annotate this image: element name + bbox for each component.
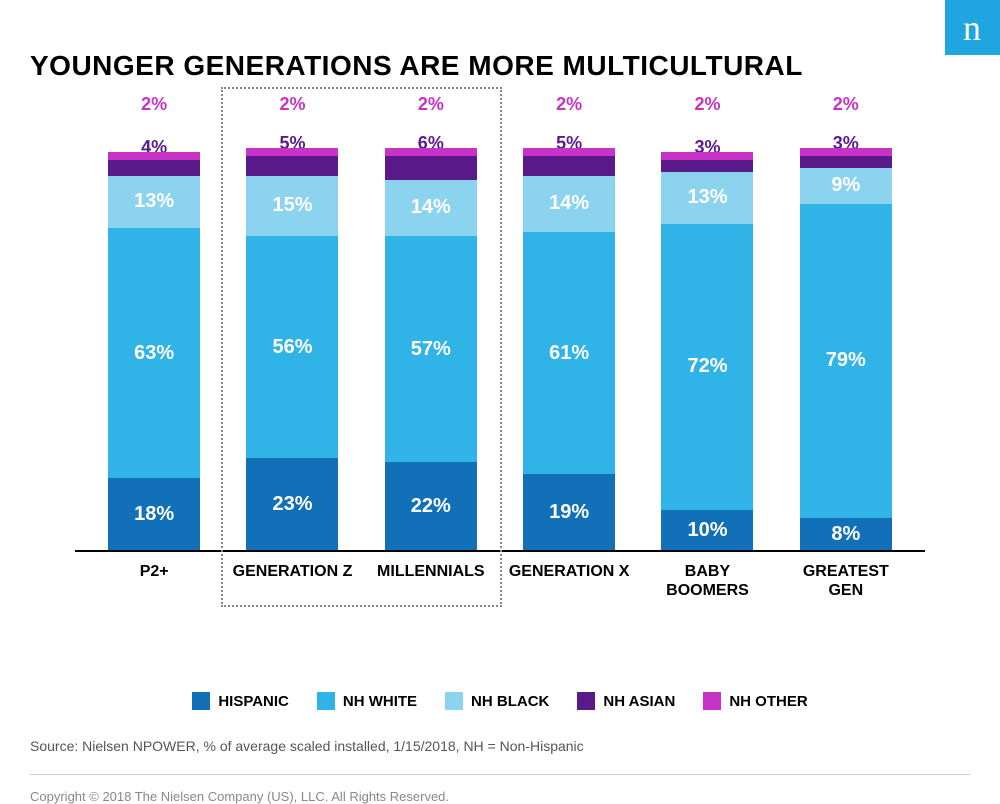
category-label: MILLENNIALS — [362, 562, 500, 600]
segment-value-label: 10% — [687, 519, 727, 542]
category-label: GENERATION X — [500, 562, 638, 600]
top-value-label: 2% — [223, 94, 361, 115]
legend-swatch — [703, 692, 721, 710]
bar-group: 2%19%61%14%5% — [500, 122, 638, 550]
category-label: GREATESTGEN — [777, 562, 915, 600]
divider — [30, 774, 970, 775]
legend-label: NH WHITE — [343, 693, 417, 710]
segment-value-label: 19% — [549, 501, 589, 524]
bar-segment-hispanic: 22% — [385, 462, 477, 550]
bar-segment-nh_black: 14% — [385, 180, 477, 236]
bar-segment-nh_black: 14% — [523, 176, 615, 232]
segment-value-label: 22% — [411, 495, 451, 518]
segment-value-label: 9% — [831, 174, 860, 197]
top-value-label: 2% — [500, 94, 638, 115]
segment-value-label: 15% — [272, 194, 312, 217]
stacked-bar: 22% 57% 14% 6% — [385, 148, 477, 550]
legend-item-hispanic: HISPANIC — [192, 692, 289, 710]
stacked-bar: 10% 72% 13% 3% — [661, 152, 753, 550]
bar-segment-hispanic: 23% — [246, 458, 338, 550]
bar-group: 2%10%72%13%3% — [638, 122, 776, 550]
bar-segment-hispanic: 8% — [800, 518, 892, 550]
bar-segment-nh_black: 13% — [661, 172, 753, 224]
chart-title: YOUNGER GENERATIONS ARE MORE MULTICULTUR… — [30, 50, 970, 82]
bar-segment-nh_white: 61% — [523, 232, 615, 475]
stacked-bar: 23% 56% 15% 5% — [246, 148, 338, 550]
legend-label: NH ASIAN — [603, 693, 675, 710]
bar-segment-hispanic: 10% — [661, 510, 753, 550]
bar-segment-nh_asian: 4% — [108, 160, 200, 176]
segment-value-label: 72% — [687, 355, 727, 378]
stacked-bar: 18% 63% 13% 4% — [108, 152, 200, 550]
top-value-label: 2% — [777, 94, 915, 115]
segment-value-label: 23% — [272, 493, 312, 516]
stacked-bar-chart: 2%18%63%13%4%2%23%56%15%5%2%22%57%14%6%2… — [75, 122, 925, 632]
bar-segment-nh_black: 9% — [800, 168, 892, 204]
legend-label: HISPANIC — [218, 693, 289, 710]
category-label: BABYBOOMERS — [638, 562, 776, 600]
bar-segment-nh_other — [523, 148, 615, 156]
legend-label: NH BLACK — [471, 693, 549, 710]
bar-segment-nh_black: 15% — [246, 176, 338, 236]
legend-swatch — [577, 692, 595, 710]
legend-label: NH OTHER — [729, 693, 807, 710]
segment-value-label: 63% — [134, 342, 174, 365]
bar-segment-nh_black: 13% — [108, 176, 200, 228]
bar-segment-hispanic: 18% — [108, 478, 200, 550]
segment-value-label: 13% — [687, 186, 727, 209]
bar-segment-nh_asian: 3% — [800, 156, 892, 168]
segment-value-label: 56% — [272, 336, 312, 359]
bar-group: 2%22%57%14%6% — [362, 122, 500, 550]
bars-row: 2%18%63%13%4%2%23%56%15%5%2%22%57%14%6%2… — [75, 122, 925, 552]
category-label: GENERATION Z — [223, 562, 361, 600]
segment-value-label: 18% — [134, 503, 174, 526]
bar-segment-nh_white: 57% — [385, 236, 477, 463]
segment-value-label: 13% — [134, 190, 174, 213]
top-value-label: 2% — [638, 94, 776, 115]
bar-segment-nh_asian: 5% — [246, 156, 338, 176]
axis-labels-row: P2+GENERATION ZMILLENNIALSGENERATION XBA… — [75, 562, 925, 600]
stacked-bar: 8% 79% 9% 3% — [800, 148, 892, 550]
bar-segment-nh_other — [800, 148, 892, 156]
bar-segment-nh_other — [385, 148, 477, 156]
legend-item-nh_white: NH WHITE — [317, 692, 417, 710]
bar-segment-nh_white: 72% — [661, 224, 753, 511]
legend-swatch — [317, 692, 335, 710]
segment-value-label: 14% — [411, 196, 451, 219]
top-value-label: 2% — [85, 94, 223, 115]
top-value-label: 2% — [362, 94, 500, 115]
category-label: P2+ — [85, 562, 223, 600]
segment-value-label: 57% — [411, 338, 451, 361]
segment-value-label: 14% — [549, 192, 589, 215]
svg-text:n: n — [963, 8, 981, 48]
source-text: Source: Nielsen NPOWER, % of average sca… — [30, 738, 970, 754]
bar-segment-nh_asian: 3% — [661, 160, 753, 172]
copyright-text: Copyright © 2018 The Nielsen Company (US… — [30, 789, 970, 804]
bar-segment-nh_other — [108, 152, 200, 160]
bar-segment-nh_white: 79% — [800, 204, 892, 518]
segment-value-label: 8% — [831, 523, 860, 546]
legend-item-nh_black: NH BLACK — [445, 692, 549, 710]
bar-segment-nh_asian: 5% — [523, 156, 615, 176]
bar-group: 2%8%79%9%3% — [777, 122, 915, 550]
bar-segment-nh_other — [661, 152, 753, 160]
legend-swatch — [445, 692, 463, 710]
legend-item-nh_asian: NH ASIAN — [577, 692, 675, 710]
bar-group: 2%23%56%15%5% — [223, 122, 361, 550]
segment-value-label: 61% — [549, 342, 589, 365]
bar-segment-nh_white: 63% — [108, 228, 200, 479]
stacked-bar: 19% 61% 14% 5% — [523, 148, 615, 550]
legend-swatch — [192, 692, 210, 710]
legend: HISPANIC NH WHITE NH BLACK NH ASIAN NH OTHER — [30, 692, 970, 710]
bar-segment-nh_other — [246, 148, 338, 156]
bar-segment-nh_white: 56% — [246, 236, 338, 459]
segment-value-label: 79% — [826, 349, 866, 372]
bar-segment-hispanic: 19% — [523, 474, 615, 550]
bar-segment-nh_asian: 6% — [385, 156, 477, 180]
bar-group: 2%18%63%13%4% — [85, 122, 223, 550]
nielsen-logo: n — [945, 0, 1000, 55]
legend-item-nh_other: NH OTHER — [703, 692, 807, 710]
